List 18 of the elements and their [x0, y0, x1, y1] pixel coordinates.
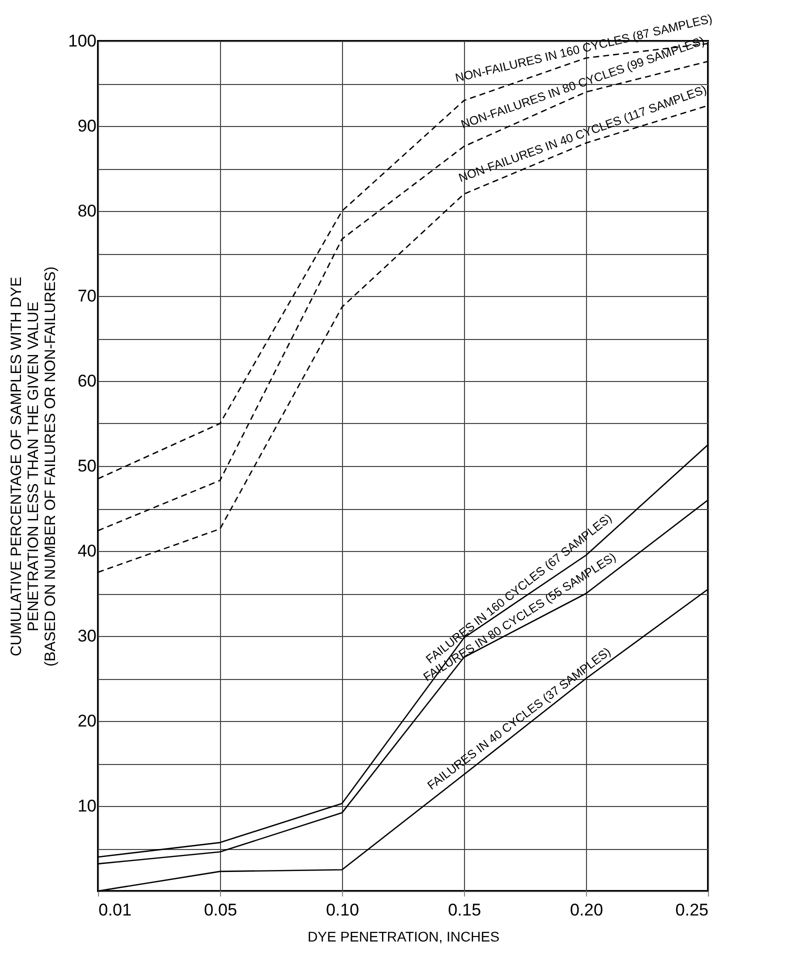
x-tick-label: 0.25	[675, 900, 708, 920]
y-tick-label: 40	[78, 542, 96, 560]
x-tick-label: 0.05	[204, 900, 238, 920]
y-axis-title: CUMULATIVE PERCENTAGE OF SAMPLES WITH DYE PENETRATION LESS THAN THE GIVEN VALUE (BASED ON NUMBER OF FAILURES OR NON-FAILURES)	[8, 266, 60, 667]
y-tick-label: 20	[78, 712, 96, 730]
y-tick-label: 50	[78, 456, 96, 476]
y-tick-label: 10	[78, 796, 96, 816]
x-tick-label: 0.15	[448, 900, 482, 920]
x-tick-label: 0.20	[570, 900, 604, 920]
x-tick-label: 0.10	[326, 900, 360, 920]
y-tick-label: 80	[78, 202, 96, 220]
y-tick-label: 70	[78, 286, 96, 306]
x-axis-title: DYE PENETRATION, INCHES	[308, 928, 500, 944]
y-tick-label: 90	[78, 116, 96, 136]
x-tick-label: 0.01	[98, 900, 132, 920]
y-tick-label: 30	[78, 626, 96, 646]
y-tick-label: 60	[78, 372, 96, 390]
y-tick-label: 100	[68, 32, 96, 50]
